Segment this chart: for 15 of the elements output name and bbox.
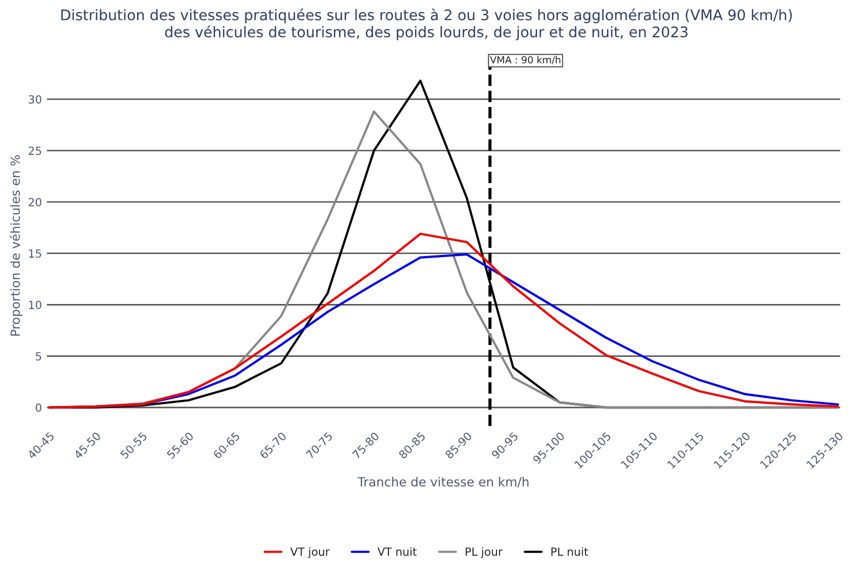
legend-label: PL jour (466, 547, 503, 558)
y-tick-label: 10 (29, 300, 42, 310)
y-tick-label: 20 (28, 198, 42, 206)
x-axis-title: Tranche de vitesse en km/h (358, 476, 528, 488)
legend-label: PL nuit (551, 547, 588, 556)
y-tick-label: 30 (28, 95, 42, 104)
y-tick-label: 0 (36, 403, 42, 412)
legend-label: VT jour (290, 547, 330, 558)
y-tick-label: 25 (28, 146, 42, 155)
legend-label: VT nuit (378, 547, 417, 556)
ref-line-label: VMA : 90 km/h (490, 56, 560, 64)
y-axis-title: Proportion de véhicules en % (10, 155, 22, 336)
y-tick-label: 15 (29, 249, 42, 258)
y-tick-label: 5 (36, 352, 42, 361)
chart-title: Distribution des vitesses pratiquées sur les routes à 2 ou 3 voies hors agglomération (VMA 90 km/h) des véhicules de tourisme, des poids lourds, de jour et de nuit, en 2023 (61, 8, 792, 40)
